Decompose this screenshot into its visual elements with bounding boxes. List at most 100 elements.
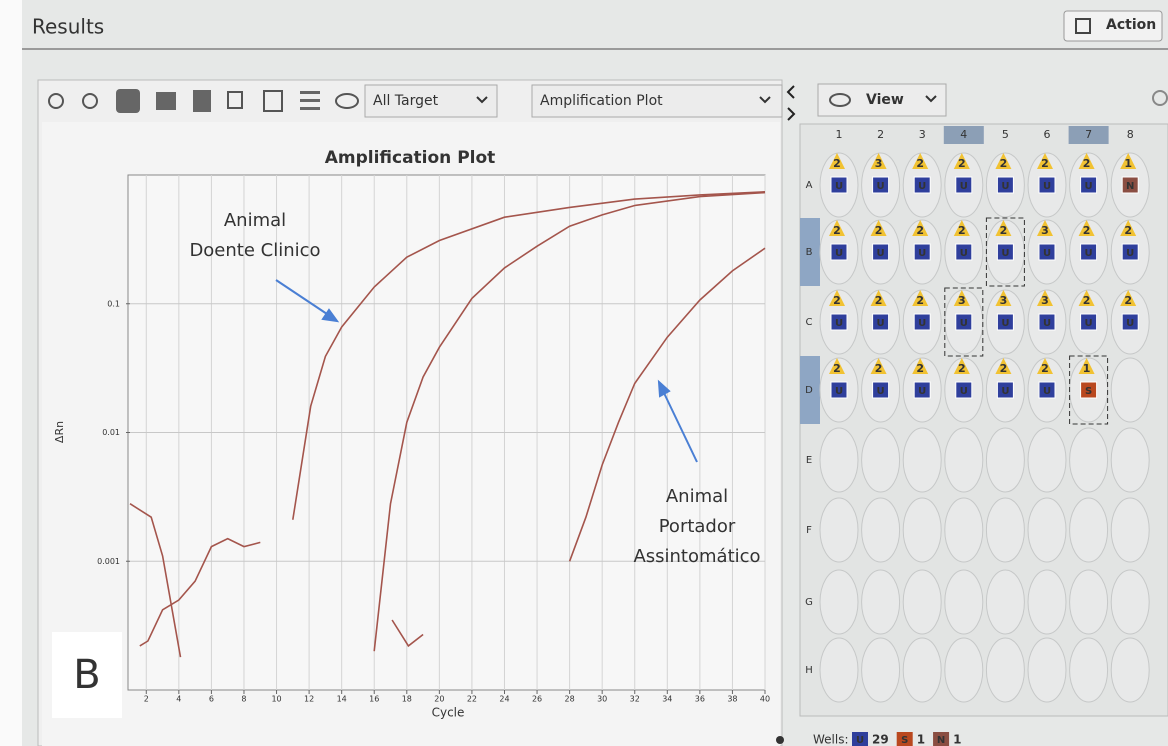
well[interactable] bbox=[1070, 570, 1108, 634]
task-letter: U bbox=[877, 386, 885, 397]
task-letter: U bbox=[1085, 248, 1093, 259]
badge-count: 2 bbox=[916, 362, 924, 375]
badge-count: 2 bbox=[833, 362, 841, 375]
badge-count: 2 bbox=[916, 224, 924, 237]
action-label[interactable]: Action bbox=[1106, 17, 1156, 33]
row-label: F bbox=[806, 525, 812, 536]
well[interactable] bbox=[862, 428, 900, 492]
task-letter: U bbox=[1126, 318, 1134, 329]
footer: Wells:U29S1N1 bbox=[813, 732, 961, 746]
badge-count: 3 bbox=[1041, 294, 1049, 307]
badge-count: 2 bbox=[833, 224, 841, 237]
annotation: Assintomático bbox=[633, 546, 760, 567]
well[interactable] bbox=[986, 498, 1024, 562]
badge-count: 2 bbox=[833, 294, 841, 307]
well[interactable] bbox=[986, 428, 1024, 492]
well[interactable] bbox=[862, 570, 900, 634]
well[interactable] bbox=[903, 498, 941, 562]
y-tick-label: 0.01 bbox=[102, 428, 120, 437]
x-tick-label: 14 bbox=[337, 695, 347, 704]
column-label: 4 bbox=[960, 128, 967, 141]
column-label: 7 bbox=[1085, 128, 1092, 141]
count-value: 1 bbox=[953, 733, 961, 746]
x-tick-label: 10 bbox=[271, 695, 281, 704]
well[interactable] bbox=[862, 638, 900, 702]
well[interactable] bbox=[1070, 498, 1108, 562]
well[interactable] bbox=[903, 428, 941, 492]
well[interactable] bbox=[1111, 358, 1149, 422]
well[interactable] bbox=[1028, 498, 1066, 562]
task-letter: U bbox=[1126, 248, 1134, 259]
annotation: Doente Clinico bbox=[189, 240, 320, 261]
annotation: Animal bbox=[224, 210, 286, 231]
well[interactable] bbox=[1070, 428, 1108, 492]
x-tick-label: 2 bbox=[144, 695, 149, 704]
task-letter: U bbox=[1001, 248, 1009, 259]
count-value: 1 bbox=[917, 733, 925, 746]
task-letter: U bbox=[1085, 318, 1093, 329]
task-letter: U bbox=[918, 318, 926, 329]
x-tick-label: 24 bbox=[499, 695, 509, 704]
well[interactable] bbox=[1111, 428, 1149, 492]
y-tick-label: 0.1 bbox=[107, 299, 120, 308]
view-label[interactable]: View bbox=[866, 92, 904, 108]
x-tick-label: 16 bbox=[369, 695, 379, 704]
task-letter: U bbox=[835, 181, 843, 192]
row-label: C bbox=[806, 317, 813, 328]
well[interactable] bbox=[903, 570, 941, 634]
task-letter: U bbox=[1001, 318, 1009, 329]
well[interactable] bbox=[1028, 570, 1066, 634]
count-code: N bbox=[937, 735, 945, 746]
well[interactable] bbox=[945, 498, 983, 562]
x-tick-label: 18 bbox=[402, 695, 412, 704]
badge-count: 2 bbox=[1000, 157, 1008, 170]
well[interactable] bbox=[945, 570, 983, 634]
task-letter: U bbox=[1043, 386, 1051, 397]
well[interactable] bbox=[820, 498, 858, 562]
well[interactable] bbox=[1111, 498, 1149, 562]
task-letter: U bbox=[1085, 181, 1093, 192]
badge-count: 2 bbox=[958, 224, 966, 237]
well[interactable] bbox=[862, 498, 900, 562]
x-tick-label: 36 bbox=[695, 695, 705, 704]
x-tick-label: 20 bbox=[434, 695, 444, 704]
plot-type-label[interactable]: Amplification Plot bbox=[540, 93, 663, 109]
x-tick-label: 40 bbox=[760, 695, 770, 704]
well[interactable] bbox=[986, 570, 1024, 634]
target-label[interactable]: All Target bbox=[373, 93, 439, 109]
well[interactable] bbox=[1070, 638, 1108, 702]
count-code: S bbox=[901, 735, 908, 746]
count-value: 29 bbox=[872, 733, 889, 746]
task-letter: U bbox=[918, 181, 926, 192]
badge-count: 2 bbox=[833, 157, 841, 170]
badge-count: 2 bbox=[1083, 157, 1091, 170]
well[interactable] bbox=[1111, 570, 1149, 634]
well[interactable] bbox=[1028, 638, 1066, 702]
well[interactable] bbox=[820, 638, 858, 702]
badge-count: 2 bbox=[958, 157, 966, 170]
count-code: U bbox=[856, 735, 864, 746]
badge-count: 2 bbox=[1083, 224, 1091, 237]
well[interactable] bbox=[945, 638, 983, 702]
column-label: 5 bbox=[1002, 128, 1009, 141]
well[interactable] bbox=[1028, 428, 1066, 492]
y-tick-label: 0.001 bbox=[97, 557, 120, 566]
well[interactable] bbox=[1111, 638, 1149, 702]
task-letter: U bbox=[835, 386, 843, 397]
task-letter: U bbox=[960, 181, 968, 192]
x-tick-label: 22 bbox=[467, 695, 477, 704]
x-tick-label: 6 bbox=[209, 695, 214, 704]
task-letter: U bbox=[960, 386, 968, 397]
well[interactable] bbox=[945, 428, 983, 492]
well[interactable] bbox=[820, 570, 858, 634]
x-axis-label: Cycle bbox=[432, 706, 465, 720]
task-letter: U bbox=[877, 248, 885, 259]
well[interactable] bbox=[820, 428, 858, 492]
well[interactable] bbox=[986, 638, 1024, 702]
well[interactable] bbox=[903, 638, 941, 702]
row-label: G bbox=[805, 597, 813, 608]
task-letter: U bbox=[918, 386, 926, 397]
task-letter: U bbox=[918, 248, 926, 259]
badge-count: 3 bbox=[1041, 224, 1049, 237]
row-label: A bbox=[806, 180, 813, 191]
